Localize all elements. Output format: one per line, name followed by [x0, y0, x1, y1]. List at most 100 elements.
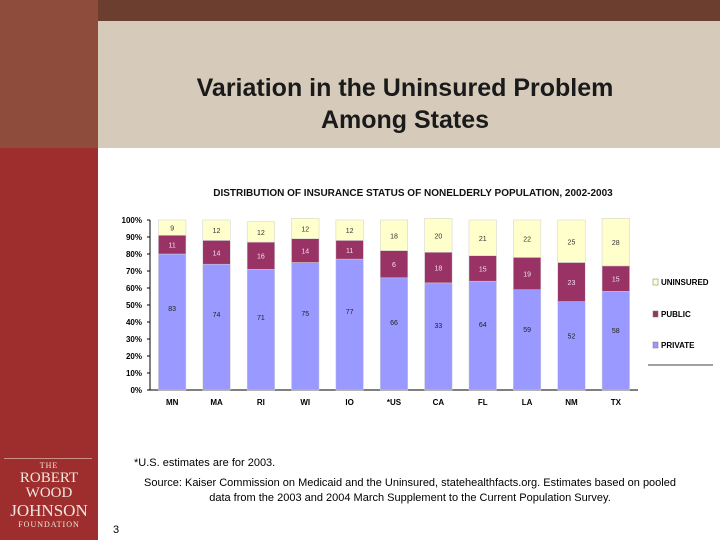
data-label: 11: [346, 248, 353, 255]
x-tick-label: WI: [300, 398, 310, 407]
data-label: 75: [301, 311, 309, 318]
bar-segment: [557, 219, 586, 263]
logo-line3: JOHNSON: [10, 501, 88, 520]
bar-segment: [246, 241, 275, 270]
legend-swatch: [652, 341, 659, 349]
bar-segment: [379, 277, 409, 391]
data-label: 25: [568, 239, 576, 246]
title-band: [98, 21, 720, 148]
data-label: 9: [170, 226, 174, 233]
y-tick-label: 90%: [126, 233, 142, 242]
page-number: 3: [113, 524, 120, 536]
x-tick-label: LA: [522, 398, 533, 407]
data-label: 64: [479, 322, 487, 329]
source-text: Source: Kaiser Commission on Medicaid an…: [144, 477, 676, 504]
data-label: 33: [434, 323, 442, 330]
logo-line1: THE: [39, 461, 59, 470]
bar-segment: [246, 221, 275, 243]
stacked-bar-chart: DISTRIBUTION OF INSURANCE STATUS OF NONE…: [122, 188, 713, 407]
bar-segment: [513, 219, 542, 258]
slide-title: Variation in the Uninsured Problem Among…: [120, 72, 690, 136]
data-label: 11: [169, 243, 176, 250]
y-tick-label: 10%: [126, 369, 142, 378]
bar-segment: [513, 289, 542, 391]
bar-segment: [557, 301, 586, 391]
y-tick-label: 100%: [122, 216, 142, 225]
bar-segment: [601, 291, 630, 391]
bar-segment: [158, 253, 187, 391]
x-tick-label: *US: [387, 398, 402, 407]
chart-title: DISTRIBUTION OF INSURANCE STATUS OF NONE…: [213, 188, 613, 199]
bar-segment: [202, 263, 231, 391]
y-tick-label: 30%: [126, 335, 142, 344]
data-label: 15: [612, 277, 620, 284]
y-tick-label: 80%: [126, 250, 142, 259]
x-tick-label: IO: [345, 398, 353, 407]
chart-container: DISTRIBUTION OF INSURANCE STATUS OF NONE…: [108, 175, 718, 423]
data-label: 21: [479, 236, 487, 243]
legend-label: UNINSURED: [661, 278, 709, 287]
data-label: 28: [612, 240, 620, 247]
data-label: 19: [523, 272, 531, 279]
bar-segment: [557, 262, 586, 302]
x-tick-label: CA: [433, 398, 445, 407]
data-label: 22: [523, 237, 531, 244]
bar-segment: [424, 282, 453, 391]
bar-segment: [202, 219, 231, 241]
bar-segment: [424, 218, 453, 253]
y-tick-label: 0%: [130, 386, 142, 395]
legend-label: PUBLIC: [661, 310, 691, 319]
bar-segment: [158, 219, 187, 236]
x-tick-label: RI: [257, 398, 265, 407]
bar-segment: [601, 218, 630, 267]
y-tick-label: 60%: [126, 284, 142, 293]
data-label: 16: [257, 254, 265, 261]
x-tick-label: TX: [611, 398, 622, 407]
data-label: 14: [213, 250, 221, 257]
bar-segment: [246, 269, 275, 391]
bar-segment: [468, 255, 497, 282]
top-band: [98, 0, 720, 21]
logo-divider: [4, 458, 92, 459]
foundation-logo: THE ROBERT WOOD JOHNSON FOUNDATION: [4, 462, 94, 529]
data-label: 83: [168, 306, 176, 313]
slide-title-line2: Among States: [320, 106, 490, 134]
logo-line4: FOUNDATION: [18, 520, 80, 529]
bar-segment: [335, 258, 364, 391]
bar-segment: [513, 257, 542, 290]
data-label: 12: [346, 228, 354, 235]
legend-swatch: [652, 278, 659, 286]
data-label: 18: [390, 233, 398, 240]
data-label: 74: [213, 312, 221, 319]
bar-segment: [601, 265, 630, 292]
slide-title-line1: Variation in the Uninsured Problem: [196, 74, 614, 102]
data-label: 18: [434, 266, 442, 273]
legend-swatch: [652, 310, 659, 318]
bar-segment: [379, 219, 409, 251]
data-label: 15: [479, 266, 487, 273]
data-label: 14: [301, 249, 309, 256]
bar-segment: [424, 252, 453, 284]
x-tick-label: MA: [210, 398, 223, 407]
data-label: 58: [612, 328, 620, 335]
data-label: 12: [301, 227, 309, 234]
data-label: 12: [213, 228, 221, 235]
data-label: 59: [523, 327, 531, 334]
y-tick-label: 40%: [126, 318, 142, 327]
bar-segment: [379, 250, 409, 279]
left-accent-strip-top: [0, 0, 98, 148]
bar-segment: [335, 219, 364, 241]
data-label: 23: [568, 280, 576, 287]
x-tick-label: NM: [565, 398, 578, 407]
bar-segment: [291, 262, 320, 391]
data-label: 71: [257, 315, 265, 322]
x-tick-label: MN: [166, 398, 179, 407]
data-label: 6: [392, 262, 396, 269]
y-tick-label: 50%: [126, 301, 142, 310]
bar-segment: [468, 280, 497, 391]
bar-segment: [468, 219, 497, 256]
footnote: *U.S. estimates are for 2003.: [134, 457, 276, 469]
data-label: 52: [568, 334, 576, 341]
y-tick-label: 20%: [126, 352, 142, 361]
data-label: 12: [257, 230, 265, 237]
